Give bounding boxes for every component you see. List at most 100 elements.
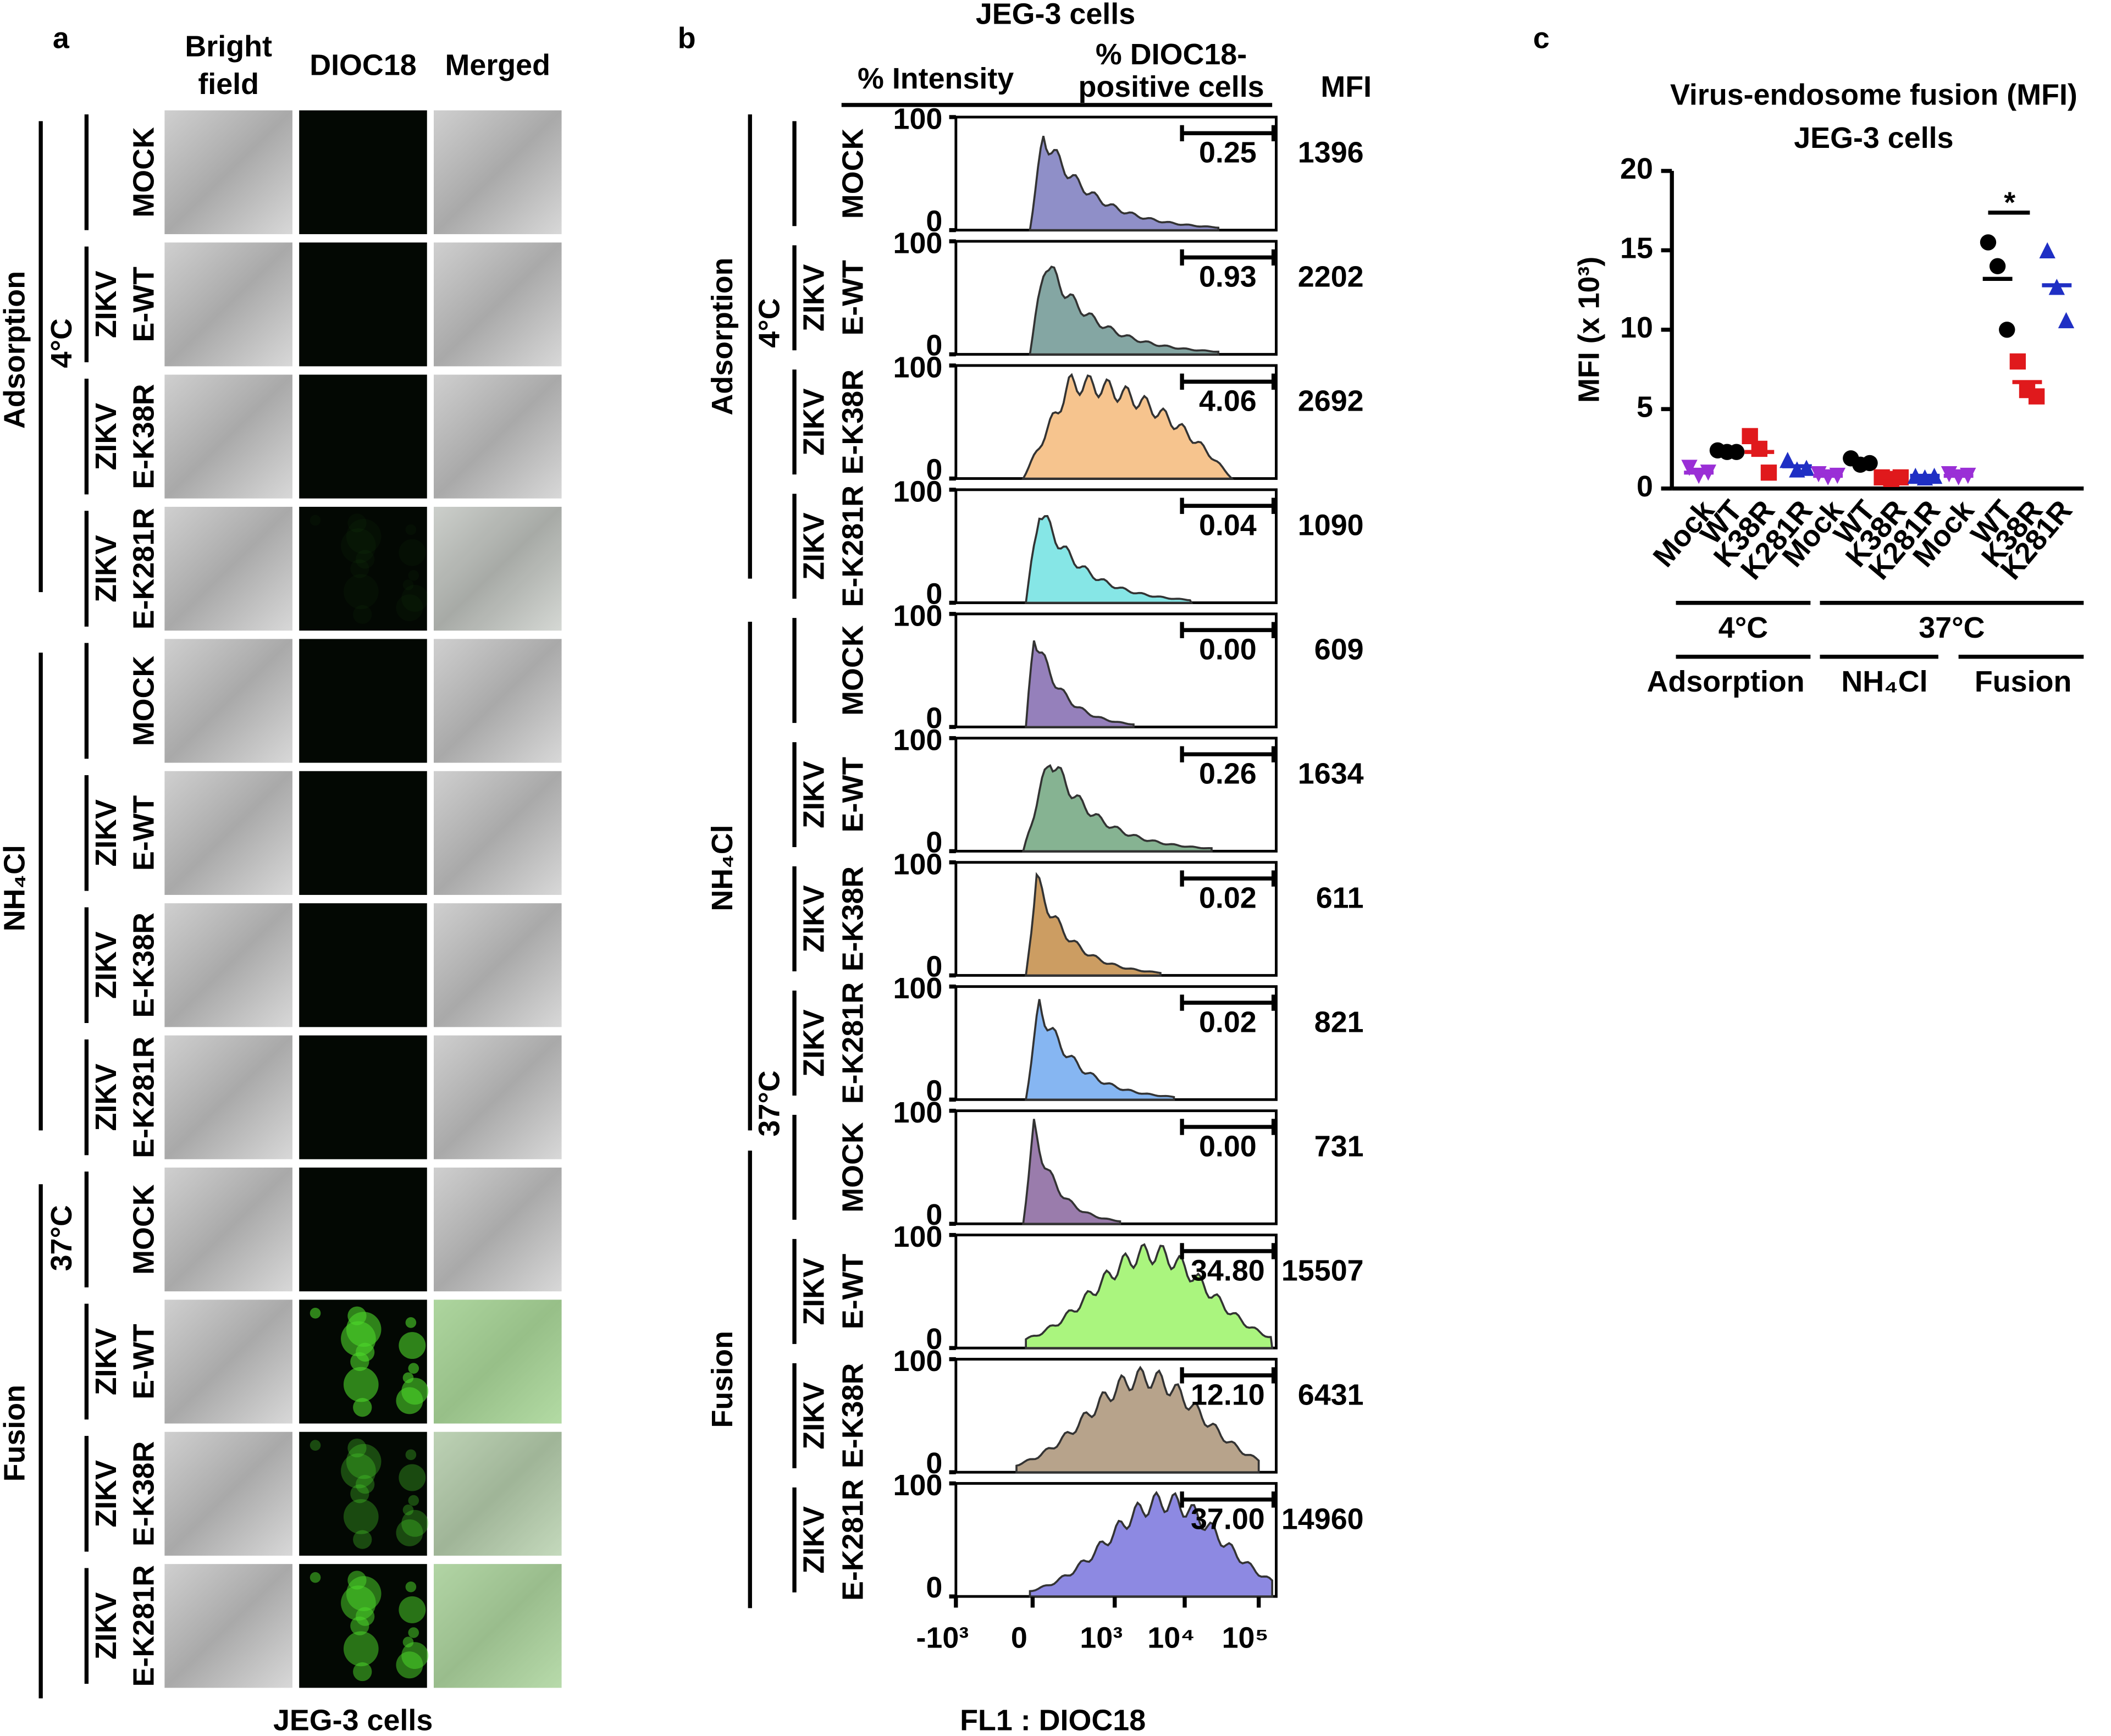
- y-tick-label: 100: [893, 1096, 943, 1129]
- merged-green: [433, 1564, 562, 1688]
- y-tick-label: 100: [893, 1469, 943, 1502]
- data-point: [2009, 353, 2026, 370]
- row-label: ZIKV: [797, 264, 830, 331]
- significance-label: *: [2004, 186, 2015, 219]
- percent-positive: 0.02: [1199, 881, 1257, 914]
- histogram: [1029, 266, 1220, 356]
- temperature-label: 37°C: [1919, 611, 1985, 644]
- fluorescence-spot: [408, 570, 419, 581]
- merged-green: [433, 1431, 562, 1556]
- y-tick-label: 0: [926, 329, 942, 362]
- bright-field-image: [164, 110, 292, 234]
- fluorescence-spot: [341, 528, 376, 563]
- merged-image: [433, 1167, 562, 1292]
- row-label: E-K281R: [127, 1036, 160, 1158]
- merged-image: [433, 242, 562, 367]
- bright-field-image: [164, 506, 292, 631]
- temperature-label: 4°C: [1718, 611, 1768, 644]
- mfi-value: 1634: [1298, 758, 1364, 790]
- fluorescence-spot: [347, 513, 367, 533]
- merged-image: [433, 1564, 562, 1688]
- row-label: E-WT: [836, 1254, 869, 1330]
- y-tick-label: 20: [1620, 152, 1653, 185]
- panel-label: a: [53, 22, 70, 55]
- fluorescence-spot: [405, 1449, 417, 1461]
- row-label: ZIKV: [797, 1009, 830, 1077]
- panel-label: c: [1533, 22, 1550, 55]
- y-tick-label: 0: [926, 577, 942, 610]
- mfi-value: 1090: [1298, 509, 1364, 542]
- column-header: Merged: [445, 49, 550, 82]
- mfi-value: 2692: [1298, 385, 1364, 418]
- y-tick-label: 0: [926, 950, 942, 983]
- group-label: Fusion: [706, 1331, 739, 1428]
- row-label: E-WT: [836, 260, 869, 336]
- fluorescence-spot: [347, 1438, 367, 1458]
- y-tick-label: 100: [893, 723, 943, 756]
- fluorescence-spot: [310, 1440, 321, 1451]
- row-label: E-WT: [127, 267, 160, 342]
- percent-positive: 12.10: [1191, 1378, 1265, 1411]
- bright-field-image: [164, 903, 292, 1027]
- fluorescence-spot: [402, 1637, 414, 1647]
- merged-green: [434, 507, 562, 631]
- x-tick-label: 10⁴: [1147, 1621, 1195, 1654]
- row-label: ZIKV: [797, 1258, 830, 1325]
- histogram: [1022, 1119, 1121, 1225]
- fluorescence-spot: [310, 1308, 321, 1319]
- merged-image: [433, 374, 562, 499]
- fluorescence-spot: [350, 1484, 369, 1503]
- temperature-label: 4°C: [45, 318, 78, 368]
- mfi-value: 1396: [1298, 136, 1364, 169]
- y-tick-label: 15: [1620, 232, 1653, 265]
- merged-image: [433, 506, 562, 631]
- row-label: ZIKV: [90, 270, 123, 338]
- data-point: [1999, 322, 2015, 338]
- row-label: E-K38R: [127, 1441, 160, 1547]
- row-label: ZIKV: [90, 799, 123, 867]
- y-tick-label: 100: [893, 599, 943, 632]
- x-tick-label: 10³: [1080, 1621, 1123, 1654]
- fluorescence-spot: [356, 1475, 375, 1494]
- histogram: [1021, 373, 1235, 480]
- condition-label: NH₄Cl: [1841, 665, 1927, 698]
- fluorescence-spot: [353, 1398, 372, 1417]
- fluorescence-spot: [343, 1631, 379, 1667]
- y-tick-label: 0: [926, 826, 942, 859]
- mfi-value: 14960: [1281, 1502, 1364, 1535]
- fluorescence-spot: [402, 1504, 414, 1516]
- row-label: MOCK: [127, 1184, 160, 1275]
- row-label: MOCK: [127, 656, 160, 747]
- row-label: ZIKV: [90, 403, 123, 471]
- fluorescence-spot: [356, 550, 375, 569]
- row-label: E-K38R: [836, 369, 869, 475]
- percent-positive: 0.00: [1199, 1130, 1257, 1163]
- fluorescence-spot: [399, 539, 426, 566]
- histogram: [1025, 515, 1193, 604]
- y-tick-label: 0: [1637, 470, 1653, 503]
- column-header: DIOC18: [310, 49, 417, 82]
- dioc18-image: [299, 1431, 427, 1556]
- row-label: E-K281R: [836, 1479, 869, 1601]
- fluorescence-spot: [343, 1499, 379, 1534]
- y-axis-label: MFI (x 10³): [1573, 257, 1606, 403]
- fluorescence-spot: [353, 1530, 372, 1549]
- row-label: E-K38R: [836, 1363, 869, 1469]
- row-label: E-K281R: [127, 1565, 160, 1687]
- fluorescence-spot: [346, 518, 382, 554]
- x-tick-label: 10⁵: [1222, 1621, 1269, 1654]
- dioc18-image: [299, 639, 427, 763]
- fluorescence-spot: [401, 1510, 429, 1537]
- histogram: [1021, 764, 1213, 853]
- temperature-label: 37°C: [753, 1070, 786, 1136]
- bright-field-image: [164, 1564, 292, 1688]
- condition-label: Adsorption: [1647, 665, 1805, 698]
- row-label: E-K38R: [127, 913, 160, 1018]
- percent-positive: 37.00: [1191, 1502, 1265, 1535]
- dioc18-image: [299, 506, 427, 631]
- dioc18-image: [299, 110, 427, 234]
- data-point: [1751, 440, 1768, 457]
- panel-title: JEG-3 cells: [976, 0, 1135, 31]
- row-label: ZIKV: [90, 931, 123, 999]
